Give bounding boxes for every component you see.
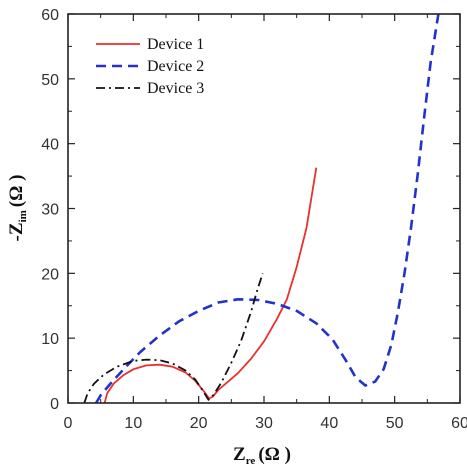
y-axis-title: -Zim (Ω ) bbox=[6, 175, 29, 242]
x-tick-label: 40 bbox=[320, 415, 338, 432]
x-axis-title-unit: (Ω ) bbox=[258, 444, 291, 465]
x-axis-title-sub: re bbox=[246, 455, 256, 467]
y-tick-label: 50 bbox=[41, 72, 59, 89]
x-tick-label: 0 bbox=[64, 415, 73, 432]
legend-label-device-3: Device 3 bbox=[147, 80, 204, 97]
series-lines bbox=[83, 13, 440, 404]
series-line-device-1 bbox=[103, 167, 318, 404]
series-line-device-3 bbox=[83, 273, 264, 404]
plot-frame bbox=[67, 13, 461, 404]
y-axis-title-prefix: - bbox=[6, 235, 27, 241]
x-tick-label: 60 bbox=[451, 415, 467, 432]
legend-label-device-1: Device 1 bbox=[147, 36, 204, 53]
y-tick-label: 20 bbox=[41, 266, 59, 283]
y-tick-label: 30 bbox=[41, 202, 59, 219]
x-tick-label: 20 bbox=[190, 415, 208, 432]
x-tick-label: 30 bbox=[255, 415, 273, 432]
legend-label-device-2: Device 2 bbox=[147, 58, 204, 75]
y-tick-label: 10 bbox=[41, 331, 59, 348]
y-axis-title-main: Z bbox=[6, 222, 27, 235]
series-line-device-2 bbox=[94, 13, 440, 404]
legend: Device 1 Device 2 Device 3 bbox=[96, 36, 204, 97]
x-axis-title-main: Z bbox=[233, 444, 246, 465]
y-tick-label: 0 bbox=[50, 396, 59, 413]
y-tick-label: 40 bbox=[41, 137, 59, 154]
y-tick-label: 60 bbox=[41, 7, 59, 24]
x-tick-label: 10 bbox=[124, 415, 142, 432]
x-tick-label: 50 bbox=[386, 415, 404, 432]
y-axis-title-unit: (Ω ) bbox=[6, 175, 27, 208]
y-axis-title-sub: im bbox=[17, 210, 29, 222]
axis-ticks: 0 10 20 30 40 50 60 0 10 20 30 40 50 60 bbox=[41, 7, 467, 432]
x-axis-title: Zre (Ω ) bbox=[233, 444, 291, 467]
